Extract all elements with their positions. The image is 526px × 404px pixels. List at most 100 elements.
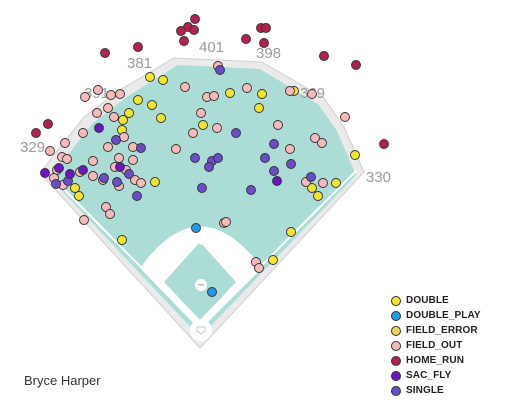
point-field-out	[171, 144, 181, 154]
legend-item-home-run: HOME_RUN	[391, 353, 481, 368]
legend-item-field-error: FIELD_ERROR	[391, 323, 481, 338]
point-single	[246, 185, 256, 195]
point-single	[99, 173, 109, 183]
distance-label-rcf: 398	[256, 45, 281, 62]
point-sac-fly	[272, 176, 282, 186]
point-field-out	[318, 178, 328, 188]
point-field-out	[188, 128, 198, 138]
point-single	[269, 139, 279, 149]
point-single	[197, 183, 207, 193]
point-double	[147, 100, 157, 110]
point-field-out	[103, 142, 113, 152]
point-single	[136, 143, 146, 153]
point-home-run	[261, 23, 271, 33]
point-field-out	[307, 89, 317, 99]
legend-swatch	[391, 310, 401, 321]
point-field-out	[105, 209, 115, 219]
point-double	[268, 255, 278, 265]
home-plate	[196, 326, 206, 335]
legend-swatch	[391, 295, 401, 306]
point-double-play	[191, 223, 201, 233]
third-base	[157, 278, 166, 287]
point-single	[132, 191, 142, 201]
point-home-run	[133, 42, 143, 52]
legend: DOUBLE DOUBLE_PLAY FIELD_ERROR FIELD_OUT HOM…	[391, 293, 481, 398]
point-field-out	[78, 128, 88, 138]
point-single	[306, 172, 316, 182]
point-field-out	[273, 120, 283, 130]
point-field-out	[79, 215, 89, 225]
point-double	[286, 227, 296, 237]
point-double	[257, 89, 267, 99]
point-single	[124, 169, 134, 179]
point-double	[313, 191, 323, 201]
legend-label: HOME_RUN	[406, 355, 465, 366]
legend-swatch	[391, 370, 401, 381]
point-sac-fly	[115, 162, 125, 172]
distance-label-lf-line: 329	[20, 139, 45, 156]
point-field-out	[114, 153, 124, 163]
legend-label: FIELD_ERROR	[406, 325, 478, 336]
legend-swatch	[391, 355, 401, 366]
point-home-run	[379, 139, 389, 149]
point-home-run	[190, 14, 200, 24]
left-foul-line	[47, 172, 201, 328]
point-home-run	[31, 128, 41, 138]
legend-swatch	[391, 340, 401, 351]
point-field-out	[136, 178, 146, 188]
point-field-out	[45, 146, 55, 156]
pitchers-rubber	[198, 284, 204, 286]
point-double	[198, 120, 208, 130]
point-field-out	[221, 217, 231, 227]
point-field-out	[317, 138, 327, 148]
point-sac-fly	[40, 168, 50, 178]
first-base	[235, 278, 244, 287]
point-double-play	[207, 287, 217, 297]
point-double	[124, 108, 134, 118]
point-single	[260, 153, 270, 163]
point-field-out	[212, 123, 222, 133]
point-field-out	[88, 171, 98, 181]
legend-item-sac-fly: SAC_FLY	[391, 368, 481, 383]
legend-label: DOUBLE_PLAY	[406, 310, 481, 321]
point-double	[307, 183, 317, 193]
point-home-run	[43, 119, 53, 129]
point-sac-fly	[78, 165, 88, 175]
point-single	[231, 128, 241, 138]
point-home-run	[100, 48, 110, 58]
point-field-out	[242, 83, 252, 93]
point-double	[350, 150, 360, 160]
point-double	[156, 113, 166, 123]
point-field-out	[340, 112, 350, 122]
point-double	[145, 72, 155, 82]
point-single	[111, 135, 121, 145]
point-single	[286, 159, 296, 169]
point-field-out	[209, 91, 219, 101]
point-single	[215, 65, 225, 75]
distance-label-cf: 401	[199, 39, 224, 56]
point-field-out	[93, 85, 103, 95]
point-single	[112, 177, 122, 187]
point-field-out	[88, 156, 98, 166]
point-home-run	[176, 26, 186, 36]
legend-label: DOUBLE	[406, 295, 449, 306]
point-sac-fly	[54, 163, 64, 173]
right-foul-line	[199, 170, 357, 328]
point-double	[117, 235, 127, 245]
point-field-out	[115, 89, 125, 99]
point-field-out	[310, 133, 320, 143]
point-field-out	[180, 82, 190, 92]
point-field-out	[80, 92, 90, 102]
point-single	[269, 166, 279, 176]
point-field-out	[92, 108, 102, 118]
point-field-out	[106, 90, 116, 100]
point-double	[150, 177, 160, 187]
point-double	[158, 75, 168, 85]
point-double	[118, 115, 128, 125]
point-double	[225, 88, 235, 98]
point-home-run	[179, 36, 189, 46]
point-single	[204, 162, 214, 172]
point-field-out	[196, 108, 206, 118]
point-field-out	[109, 112, 119, 122]
